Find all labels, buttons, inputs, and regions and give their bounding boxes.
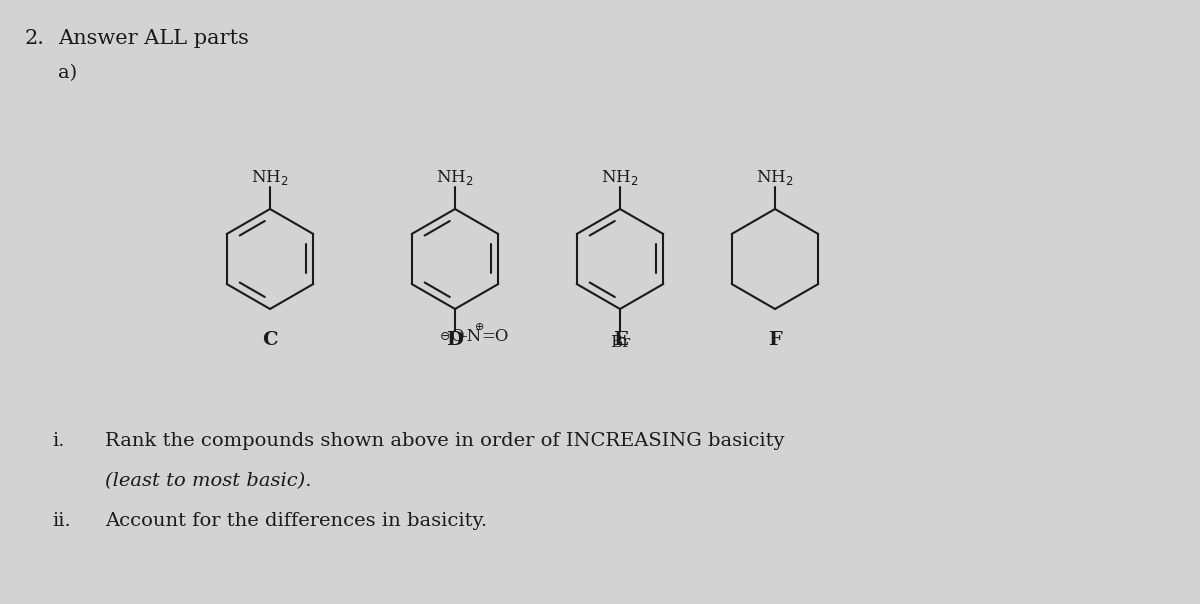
Text: F: F — [768, 331, 782, 349]
Text: NH$_2$: NH$_2$ — [437, 168, 474, 187]
Text: NH$_2$: NH$_2$ — [601, 168, 638, 187]
Text: 2.: 2. — [25, 29, 46, 48]
Text: Answer ALL parts: Answer ALL parts — [58, 29, 248, 48]
Text: $\ominus$: $\ominus$ — [439, 330, 450, 344]
Text: -N: -N — [461, 329, 481, 345]
Text: (least to most basic).: (least to most basic). — [106, 472, 312, 490]
Text: Rank the compounds shown above in order of INCREASING basicity: Rank the compounds shown above in order … — [106, 432, 785, 450]
Text: =O: =O — [481, 329, 509, 345]
Text: C: C — [262, 331, 278, 349]
Text: O: O — [450, 329, 463, 345]
Text: NH$_2$: NH$_2$ — [251, 168, 289, 187]
Text: Account for the differences in basicity.: Account for the differences in basicity. — [106, 512, 487, 530]
Text: a): a) — [58, 64, 77, 82]
Text: Br: Br — [610, 334, 630, 351]
Text: E: E — [612, 331, 628, 349]
Text: D: D — [446, 331, 463, 349]
Text: NH$_2$: NH$_2$ — [756, 168, 793, 187]
Text: ii.: ii. — [52, 512, 71, 530]
Text: $\oplus$: $\oplus$ — [474, 321, 484, 332]
Text: i.: i. — [52, 432, 65, 450]
